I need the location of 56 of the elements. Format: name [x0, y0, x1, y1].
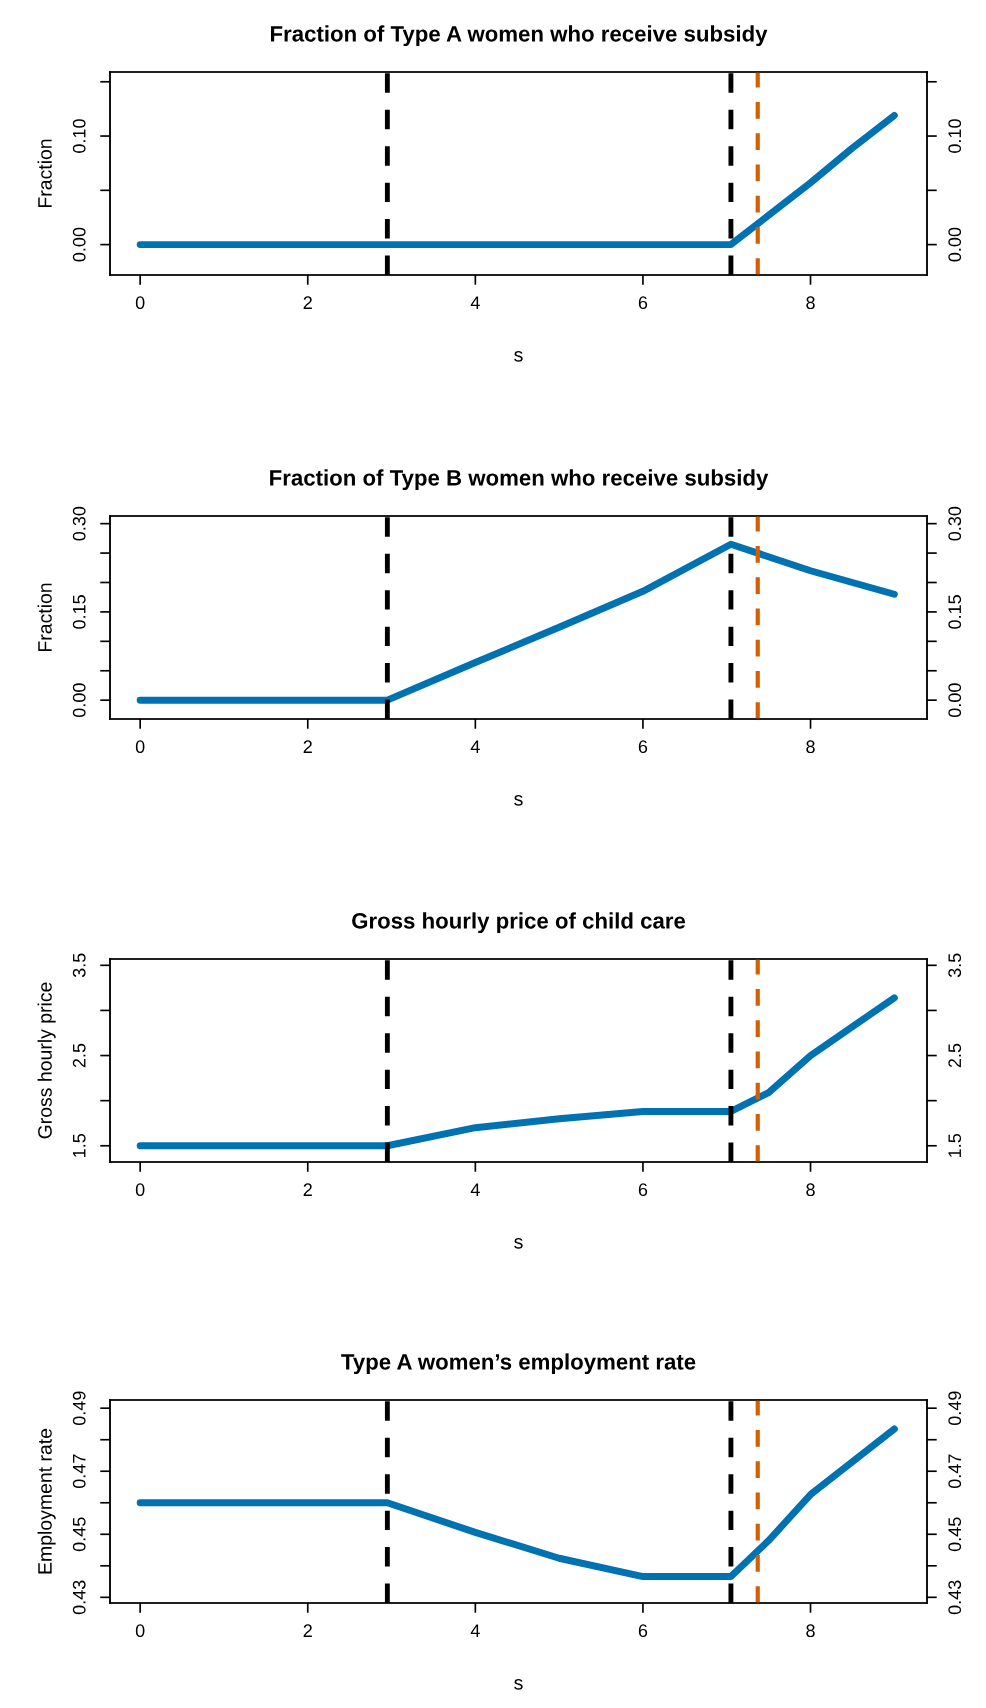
x-tick-label: 0 [135, 296, 145, 310]
x-tick-label: 2 [303, 1624, 312, 1637]
y-tick-label: 0.10 [72, 119, 86, 153]
x-tick-label: 0 [135, 740, 145, 754]
y2-tick-label: 0.45 [948, 1517, 962, 1552]
x-axis-title: s [514, 1238, 523, 1249]
x-tick-label: 8 [806, 296, 815, 310]
y2-tick-label: 0.43 [948, 1580, 962, 1615]
x-tick-label: 8 [806, 740, 815, 754]
x-tick-label: 6 [638, 1183, 648, 1197]
y2-tick-label: 0.49 [948, 1391, 962, 1426]
y2-tick-label: 0.10 [948, 119, 962, 153]
chart-title: Fraction of Type B women who receive subsidy [270, 469, 769, 491]
y2-tick-label: 1.5 [948, 1133, 962, 1157]
chart-title: Fraction of Type A women who receive subsidy [270, 25, 768, 47]
x-tick-label: 4 [470, 740, 480, 753]
y-tick-label: 0.43 [72, 1580, 86, 1615]
y-tick-label: 0.45 [72, 1517, 86, 1552]
y-tick-label: 3.5 [72, 953, 86, 978]
y2-tick-label: 0.47 [948, 1454, 962, 1489]
x-axis-title: s [514, 795, 523, 806]
x-tick-label: 0 [135, 1183, 145, 1197]
chart-title: Type A women’s employment rate [341, 1353, 696, 1375]
y-tick-label: 0.15 [72, 595, 86, 629]
y-tick-label: 2.5 [72, 1043, 86, 1068]
y-axis-title: Employment rate [37, 1428, 56, 1574]
y2-tick-label: 0.00 [948, 227, 962, 262]
y2-tick-label: 3.5 [948, 953, 962, 978]
x-tick-label: 8 [806, 1624, 815, 1638]
x-tick-label: 2 [303, 296, 312, 309]
x-tick-label: 4 [470, 296, 480, 309]
x-tick-label: 2 [303, 740, 312, 753]
x-tick-label: 4 [470, 1624, 480, 1637]
y-tick-label: 0.49 [72, 1391, 86, 1426]
y-tick-label: 1.5 [73, 1133, 86, 1157]
y-tick-label: 0.00 [72, 683, 86, 718]
y-axis-title: Fraction [37, 139, 52, 208]
y-tick-label: 0.30 [72, 506, 86, 541]
chart-title: Gross hourly price of child care [352, 912, 686, 934]
x-axis-title: s [514, 1679, 523, 1690]
x-tick-label: 6 [638, 1624, 648, 1638]
x-tick-label: 8 [806, 1183, 815, 1197]
y-axis-title: Gross hourly price [37, 982, 56, 1139]
y-axis-title: Fraction [37, 583, 52, 652]
x-tick-label: 4 [470, 1183, 480, 1196]
y2-tick-label: 0.00 [948, 683, 962, 718]
y2-tick-label: 0.15 [948, 595, 962, 629]
y2-tick-label: 0.30 [948, 506, 962, 541]
x-tick-label: 0 [135, 1624, 145, 1638]
y-tick-label: 0.00 [72, 227, 86, 262]
x-tick-label: 6 [638, 740, 648, 754]
x-tick-label: 6 [638, 296, 648, 310]
y-tick-label: 0.47 [72, 1454, 86, 1489]
x-axis-title: s [514, 351, 523, 362]
x-tick-label: 2 [303, 1183, 312, 1196]
y2-tick-label: 2.5 [948, 1043, 962, 1068]
